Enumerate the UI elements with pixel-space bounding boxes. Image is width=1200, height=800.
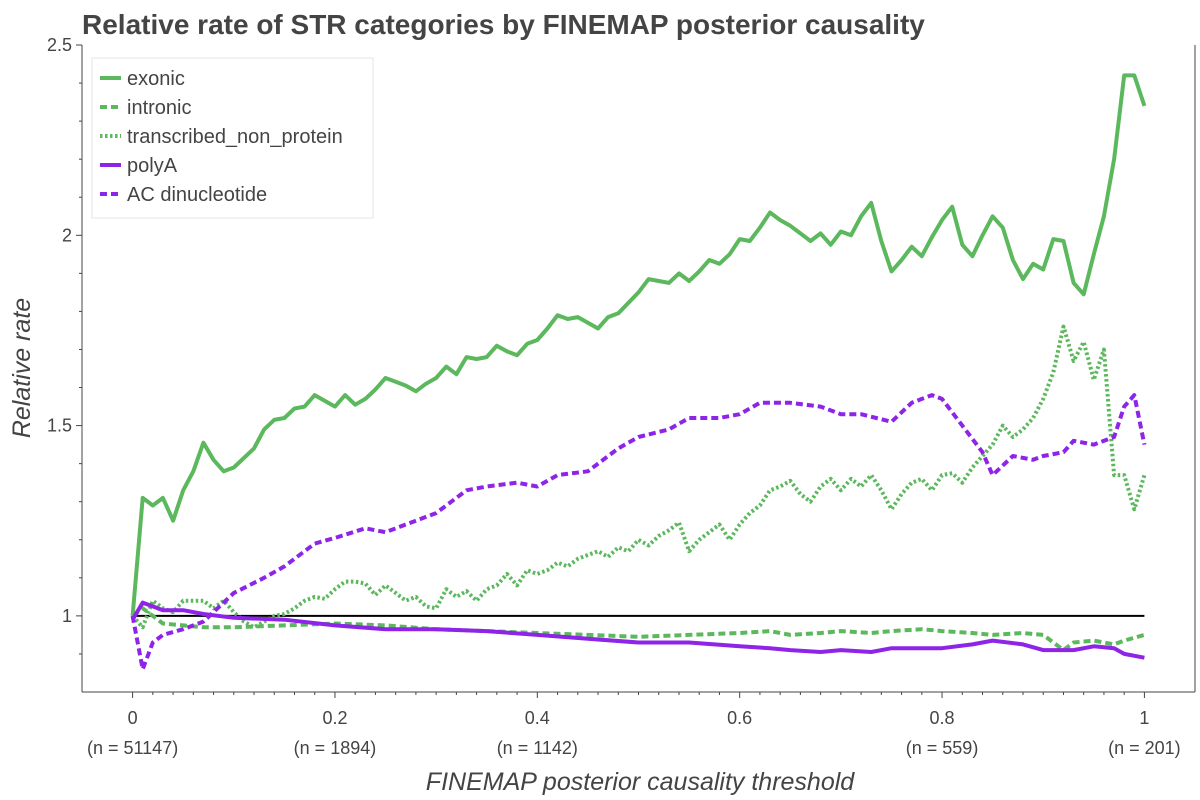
legend-label: intronic bbox=[127, 97, 191, 119]
series-line-transcribed-non-protein bbox=[131, 324, 1147, 630]
legend-box bbox=[91, 57, 374, 219]
legend-label: polyA bbox=[127, 155, 178, 177]
series-line-polya bbox=[130, 600, 1145, 660]
series-line-ac-dinucleotide bbox=[130, 393, 1147, 672]
series-line-intronic bbox=[131, 606, 1145, 653]
x-tick-label: 0.2 bbox=[322, 708, 347, 728]
legend-label: transcribed_non_protein bbox=[127, 126, 343, 148]
x-axis-label: FINEMAP posterior causality threshold bbox=[426, 768, 856, 796]
chart-title: Relative rate of STR categories by FINEM… bbox=[82, 9, 925, 40]
n-count-label: (n = 51147) bbox=[87, 738, 178, 758]
y-tick-label: 2.5 bbox=[47, 35, 72, 55]
x-tick-label: 0.8 bbox=[930, 708, 955, 728]
n-count-label: (n = 201) bbox=[1108, 738, 1181, 758]
n-count-label: (n = 1142) bbox=[497, 738, 578, 758]
x-tick-label: 0 bbox=[128, 708, 138, 728]
x-tick-label: 1 bbox=[1139, 708, 1149, 728]
x-tick-label: 0.6 bbox=[727, 708, 752, 728]
series-line-exonic bbox=[130, 73, 1147, 617]
y-tick-label: 1 bbox=[62, 606, 72, 626]
series-group bbox=[130, 73, 1147, 672]
y-tick-label: 2 bbox=[62, 225, 72, 245]
legend-label: exonic bbox=[127, 68, 185, 90]
axes: 1 1.5 2 2.5 0 0.2 0.4 0.6 0.8 1 (n = 51147) (n = 18… bbox=[47, 35, 1196, 758]
n-count-label: (n = 559) bbox=[906, 738, 979, 758]
legend: exonic intronic transcribed_non_proteinpol… bbox=[91, 57, 374, 219]
y-axis-label: Relative rate bbox=[8, 298, 36, 438]
y-tick-label: 1.5 bbox=[47, 416, 72, 436]
x-tick-label: 0.4 bbox=[525, 708, 550, 728]
legend-label: AC dinucleotide bbox=[127, 184, 267, 206]
n-count-label: (n = 1894) bbox=[294, 738, 377, 758]
